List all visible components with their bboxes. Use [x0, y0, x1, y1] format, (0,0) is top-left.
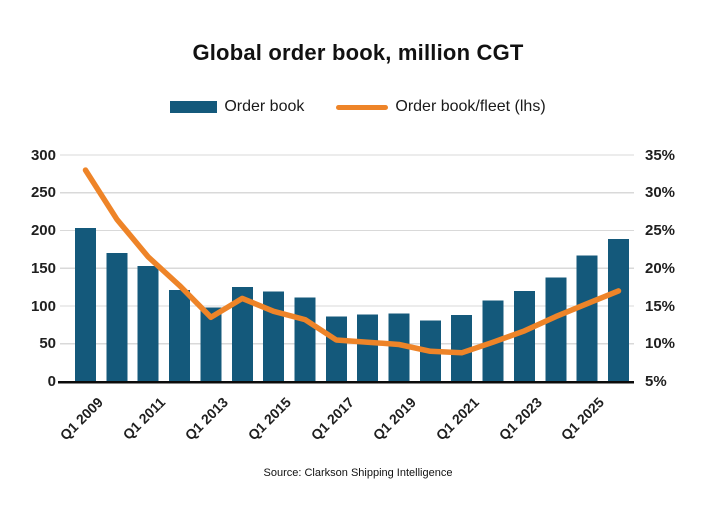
bar-q1-2016	[294, 297, 316, 382]
y-axis-label-left: 100	[30, 297, 56, 315]
bar-q1-2018	[357, 314, 379, 382]
line-swatch-icon	[336, 104, 389, 110]
y-axis-label-right: 5%	[645, 373, 667, 390]
bar-q1-2011	[137, 266, 159, 382]
bar-q1-2013	[200, 307, 222, 382]
bar-q1-2026	[608, 238, 629, 382]
bar-swatch-icon	[170, 101, 218, 113]
bar-q1-2025	[576, 255, 598, 382]
bar-q1-2024	[545, 277, 567, 382]
bar-q1-2009	[75, 228, 96, 382]
legend-item-order-book: Order book	[170, 98, 304, 116]
y-axis-label-right: 30%	[645, 184, 676, 202]
bar-q1-2021	[451, 315, 473, 382]
bar-q1-2010	[106, 253, 128, 382]
chart-legend: Order book Order book/fleet (lhs)	[0, 98, 716, 116]
legend-label-order-book-fleet: Order book/fleet (lhs)	[395, 98, 546, 115]
legend-label-order-book: Order book	[224, 98, 305, 115]
y-axis-label-left: 0	[47, 373, 56, 390]
chart-title: Global order book, million CGT	[192, 40, 524, 65]
y-axis-label-right: 25%	[645, 222, 676, 239]
y-axis-label-left: 150	[30, 259, 56, 277]
y-axis-label-right: 10%	[645, 335, 676, 353]
legend-item-order-book-fleet: Order book/fleet (lhs)	[336, 98, 546, 116]
bar-q1-2015	[263, 291, 285, 382]
bar-q1-2019	[388, 313, 410, 382]
x-axis-line	[58, 381, 634, 384]
y-axis-label-right: 35%	[645, 146, 676, 164]
order-book-fleet-line	[82, 167, 622, 356]
bar-q1-2012	[169, 290, 191, 382]
y-axis-label-left: 300	[30, 146, 56, 164]
source-note: Source: Clarkson Shipping Intelligence	[263, 467, 453, 479]
y-axis-label-left: 250	[30, 184, 56, 202]
y-axis-label-right: 20%	[645, 259, 676, 277]
y-axis-label-left: 50	[39, 335, 56, 353]
bar-q1-2017	[325, 316, 347, 382]
y-axis-label-right: 15%	[645, 297, 676, 315]
bar-q1-2023	[513, 290, 535, 382]
bar-q1-2014	[231, 287, 253, 382]
y-axis-label-left: 200	[30, 222, 56, 239]
